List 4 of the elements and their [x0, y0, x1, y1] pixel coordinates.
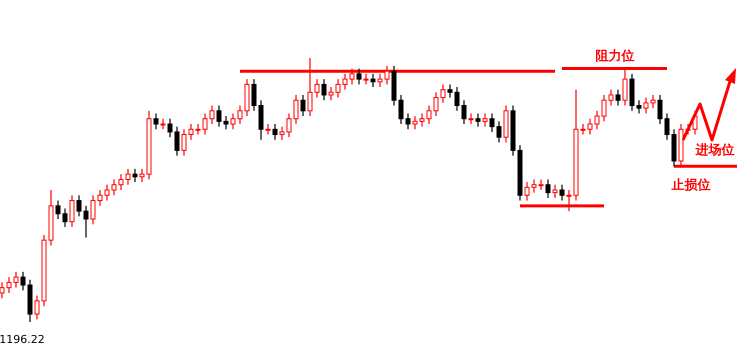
annotation: 阻力位 — [596, 49, 634, 64]
text: 1196.22 — [0, 333, 45, 346]
annotation: 进场位 — [694, 143, 734, 158]
annotation: 止损位 — [670, 178, 710, 193]
